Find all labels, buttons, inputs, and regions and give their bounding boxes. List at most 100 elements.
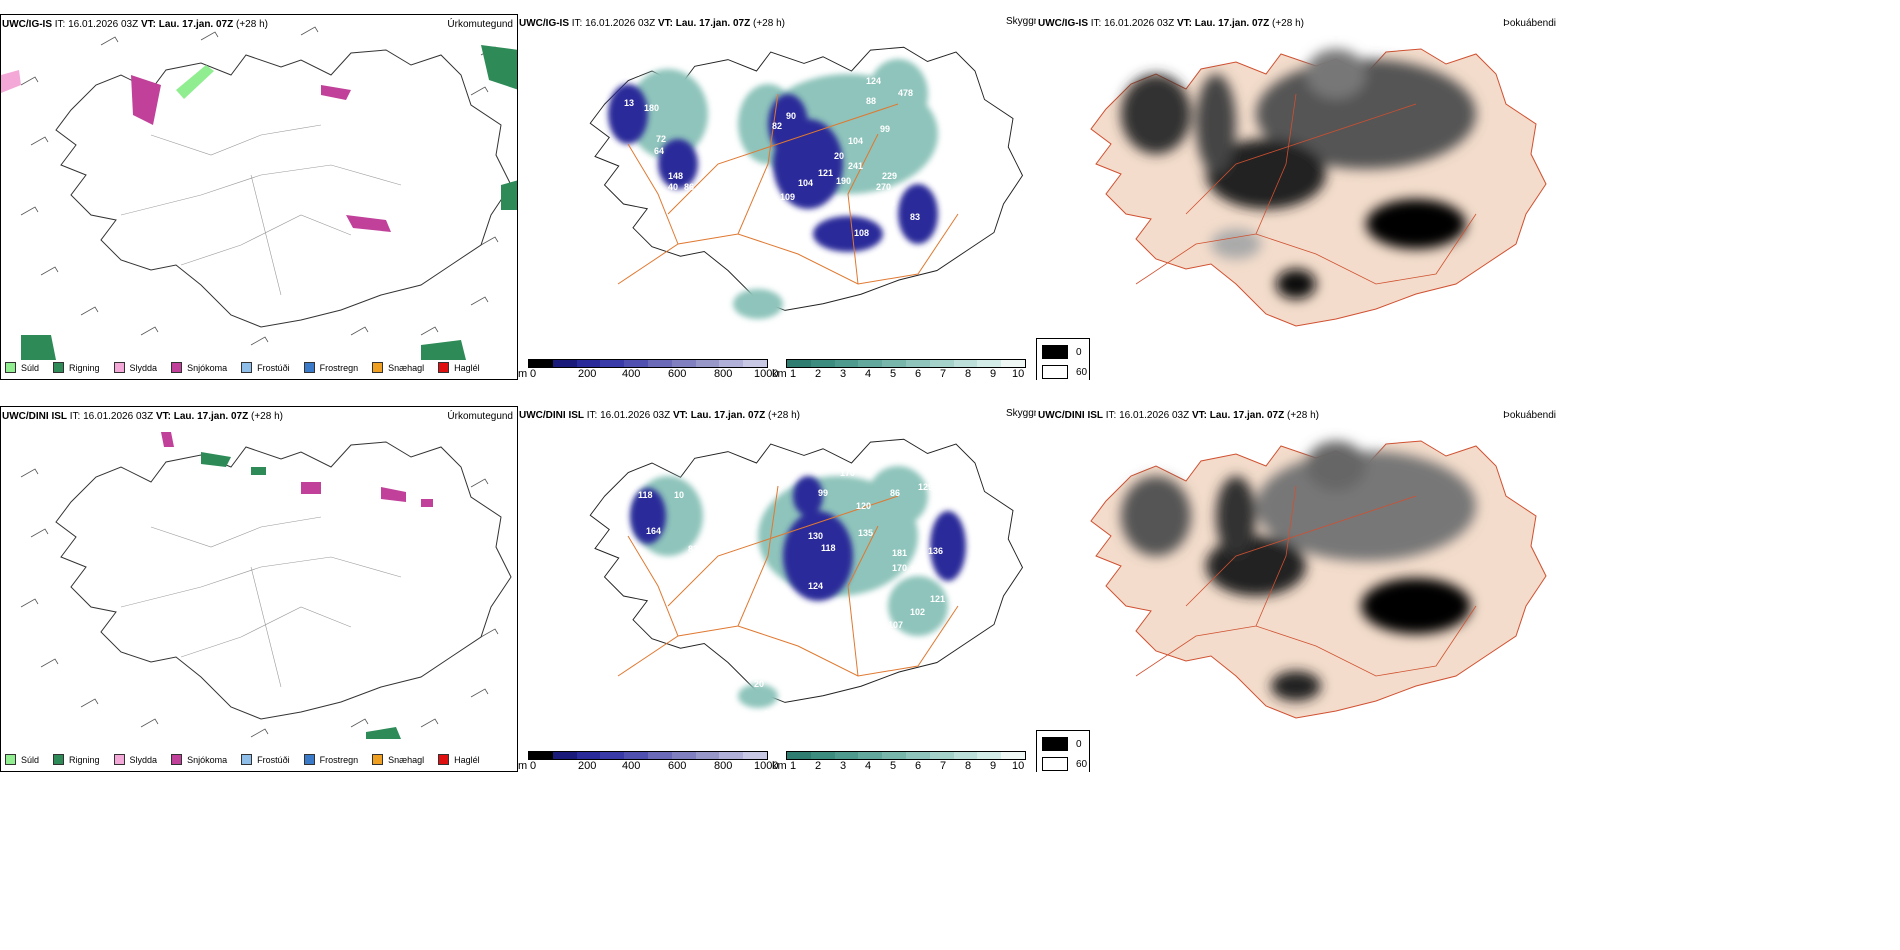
cloud-label: 164 — [646, 526, 661, 536]
cloud-label: 124 — [866, 76, 881, 86]
legend-item: Snjókoma — [171, 362, 227, 373]
legend-item: Rigning — [53, 754, 100, 765]
legend-swatch — [438, 362, 450, 373]
panel-header: UWC/DINI ISL IT: 16.01.2026 03Z VT: Lau.… — [2, 411, 283, 422]
vis-tick: 1 — [790, 368, 797, 380]
precip-panel-bottom: UWC/DINI ISL IT: 16.01.2026 03Z VT: Lau.… — [0, 406, 518, 772]
cloud-label: 20 — [834, 151, 844, 161]
cloud-label: 190 — [836, 176, 851, 186]
internal-lines — [120, 516, 402, 688]
precip-panel-top: UWC/IG-IS IT: 16.01.2026 03Z VT: Lau. 17… — [0, 14, 518, 380]
legend-item: Slydda — [113, 754, 157, 765]
cloud-label: 135 — [858, 528, 873, 538]
panel-header: UWC/IG-IS IT: 16.01.2026 03Z VT: Lau. 17… — [1038, 18, 1304, 29]
cloud-label: 130 — [808, 531, 823, 541]
cloud-label: 136 — [928, 546, 943, 556]
legend-swatch — [303, 362, 315, 373]
cloud-label: 170 — [892, 563, 907, 573]
vis-tick: 5 — [890, 760, 897, 772]
legend-swatch — [372, 754, 384, 765]
cloud-label: 118 — [821, 543, 836, 553]
cloud-label: 270 — [876, 182, 891, 192]
precip-legend: Súld Rigning Slydda Snjókoma Frostúði Fr… — [5, 754, 494, 765]
cloudbase-unit: m — [518, 760, 528, 772]
cloudbase-tick: 800 — [714, 368, 733, 380]
vis-title: Skyggni — [1006, 408, 1036, 419]
cloud-label: 104 — [798, 178, 813, 188]
cloud-label: 148 — [668, 171, 683, 181]
legend-item: Frostregn — [303, 362, 358, 373]
cloudbase-tick: 200 — [578, 368, 597, 380]
cloud-label: 86 — [890, 488, 900, 498]
panel-header: UWC/DINI ISL IT: 16.01.2026 03Z VT: Lau.… — [1038, 410, 1319, 421]
cloud-label: 104 — [848, 136, 863, 146]
vis-tick: 9 — [990, 760, 997, 772]
vis-tick: 2 — [815, 368, 822, 380]
cloud-label: 99 — [818, 488, 828, 498]
fog-legend-swatch — [1042, 345, 1068, 359]
precip-map — [20, 432, 512, 739]
vis-colorbar — [786, 751, 1026, 760]
vis-tick: 3 — [840, 368, 847, 380]
cloud-label: 180 — [644, 103, 659, 113]
cloud-label: 90 — [786, 111, 796, 121]
cloud-label: 108 — [854, 228, 869, 238]
fog-roads — [1135, 93, 1477, 285]
cloud-label: 99 — [880, 124, 890, 134]
legend-item: Haglél — [438, 754, 480, 765]
cloud-label: 82 — [772, 121, 782, 131]
cloudbase-map: 98 13 180 72 64 148 40 86 23 124 88 478 … — [589, 46, 1023, 319]
cloudbase-tick: 200 — [578, 760, 597, 772]
fog-legend: 0 60 — [1036, 730, 1090, 772]
legend-item: Frostúði — [241, 754, 290, 765]
cloudbase-patches — [630, 476, 966, 601]
cloud-label: 88 — [866, 96, 876, 106]
legend-swatch — [171, 754, 183, 765]
panel-header: UWC/IG-IS IT: 16.01.2026 03Z VT: Lau. 17… — [519, 18, 785, 29]
vis-tick: 8 — [965, 760, 972, 772]
vis-tick: 7 — [940, 760, 947, 772]
cloud-label: 107 — [888, 620, 903, 630]
cloud-label: 13 — [624, 98, 634, 108]
cloud-label: 121 — [930, 594, 945, 604]
cloudbase-tick: 800 — [714, 760, 733, 772]
vis-tick: 6 — [915, 368, 922, 380]
cloudbase-colorbar — [528, 751, 768, 760]
cloudbase-panel-bottom: UWC/DINI ISL IT: 16.01.2026 03Z VT: Lau.… — [518, 406, 1036, 772]
cloud-label: 82 — [948, 176, 958, 186]
fog-map — [1090, 48, 1547, 327]
fog-legend-row: 0 — [1042, 345, 1082, 359]
legend-item: Frostúði — [241, 362, 290, 373]
precip-map — [1, 26, 517, 360]
vis-unit: km — [772, 760, 787, 772]
vis-tick: 7 — [940, 368, 947, 380]
vis-unit: km — [772, 368, 787, 380]
vis-colorbar — [786, 359, 1026, 368]
cloud-label: 16 — [764, 709, 774, 719]
cloud-label: 478 — [898, 88, 913, 98]
cloudbase-map: 118 10 164 89 170 86 129 99 120 135 130 … — [589, 438, 1023, 719]
cloud-label: 408 — [880, 198, 895, 208]
panel-header: UWC/IG-IS IT: 16.01.2026 03Z VT: Lau. 17… — [2, 19, 268, 30]
cloudbase-tick: 0 — [530, 760, 537, 772]
legend-item: Súld — [5, 754, 39, 765]
legend-swatch — [113, 362, 125, 373]
cloud-label: 89 — [718, 494, 728, 504]
cloud-label: 86 — [684, 182, 694, 192]
fog-legend-swatch — [1042, 757, 1068, 771]
legend-item: Slydda — [113, 362, 157, 373]
cloud-label: 98 — [630, 68, 640, 78]
vis-title: Skyggni — [1006, 16, 1036, 27]
legend-swatch — [53, 754, 65, 765]
roads — [617, 485, 959, 677]
cloudbase-tick: 600 — [668, 760, 687, 772]
panel-title: Úrkomutegund — [447, 19, 513, 30]
cloud-label: 72 — [656, 134, 666, 144]
vis-tick: 9 — [990, 368, 997, 380]
cloud-label: 83 — [688, 544, 698, 554]
fog-areas — [1121, 441, 1476, 701]
fog-panel-bottom: UWC/DINI ISL IT: 16.01.2026 03Z VT: Lau.… — [1036, 406, 1900, 772]
legend-swatch — [303, 754, 315, 765]
vis-tick: 3 — [840, 760, 847, 772]
fog-areas — [1121, 49, 1476, 299]
